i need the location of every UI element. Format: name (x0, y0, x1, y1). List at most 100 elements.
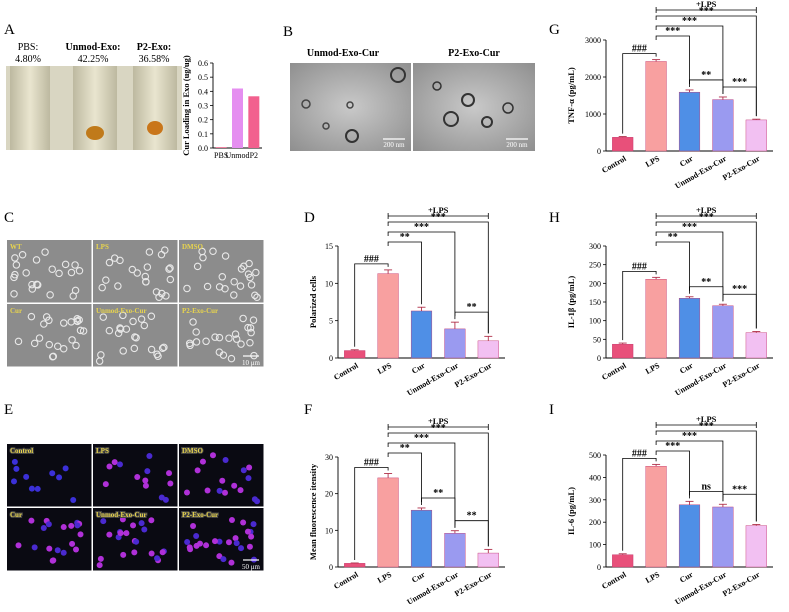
significance-label: ns (701, 481, 711, 492)
cell-mark (249, 316, 258, 324)
cell-mark (142, 482, 149, 489)
cell-mark (97, 555, 104, 562)
panel-letter-g: G (549, 22, 560, 38)
y-axis-label: Mean fluorescence itensity (308, 463, 318, 560)
tem-scale-label-p2: 200 nm (506, 141, 528, 149)
micrograph-label: DMSO (182, 243, 204, 251)
bar (444, 328, 466, 359)
cell-mark (73, 317, 82, 325)
y-tick-label: 150 (589, 298, 601, 307)
panel-b-tem: Unmod-Exo-Cur P2-Exo-Cur 200 nm 200 nm (290, 48, 535, 151)
significance-bracket (454, 520, 489, 547)
bar (377, 273, 399, 359)
bar (248, 96, 260, 148)
cell-mark (114, 282, 122, 290)
significance-label: ** (467, 511, 477, 522)
panel-c-brightfield-grid: WT LPS DMSO Cur Unmod-Exo-Cur P2-Exo-Cur 10 μm (7, 240, 264, 367)
group-label: +LPS (428, 416, 449, 426)
cell-mark (239, 314, 247, 323)
y-tick-label: 0.0 (198, 144, 208, 153)
cell-mark (59, 319, 68, 327)
cell-mark (40, 320, 48, 328)
panel-letter-f: F (304, 402, 312, 418)
x-category-label: Control (600, 361, 628, 382)
y-tick-label: 0.4 (198, 87, 208, 96)
significance-label: ### (632, 261, 647, 272)
cell-mark (45, 340, 54, 349)
bar (745, 119, 767, 152)
cell-mark (28, 517, 35, 524)
cell-mark (99, 313, 108, 321)
cell-mark (148, 550, 155, 557)
cell-mark (40, 525, 47, 532)
significance-bracket (655, 15, 757, 117)
bar (215, 147, 227, 148)
cell-mark (142, 278, 150, 286)
micrograph-tile (7, 444, 92, 507)
significance-label: *** (732, 77, 747, 88)
group-label: +LPS (428, 205, 449, 215)
x-category-label: P2-Exo-Cur (721, 570, 762, 599)
cell-mark (147, 312, 156, 320)
bar (612, 137, 634, 152)
significance-label: ** (433, 488, 443, 499)
significance-bracket (722, 293, 757, 329)
micrograph-label: WT (10, 243, 22, 251)
cell-mark (95, 357, 104, 365)
significance-bracket (655, 25, 724, 94)
significance-bracket (387, 442, 456, 528)
cell-mark (238, 545, 245, 552)
cell-mark (162, 292, 170, 300)
pellet-p2-exo (147, 121, 163, 135)
cell-mark (233, 540, 240, 547)
cell-mark (117, 530, 124, 537)
cell-mark (246, 543, 253, 550)
cell-mark (68, 336, 76, 344)
micrograph-label: Unmod-Exo-Cur (96, 307, 147, 315)
cell-mark (218, 273, 227, 281)
cell-mark (116, 461, 123, 468)
y-tick-label: 0.3 (198, 102, 208, 111)
significance-label: *** (414, 433, 429, 444)
cell-mark (202, 337, 210, 346)
cell-mark (27, 312, 36, 321)
cell-mark (48, 352, 57, 361)
x-category-label: LPS (644, 154, 662, 169)
cell-mark (46, 291, 54, 299)
x-category-label: P2-Exo-Cur (721, 154, 762, 183)
x-category-label: P2 (250, 151, 258, 160)
y-axis-label: IL-6 (pg/mL) (566, 487, 576, 535)
cell-mark (111, 459, 118, 466)
cell-mark (105, 258, 114, 267)
cell-mark (119, 311, 127, 320)
y-tick-label: 10 (325, 526, 333, 535)
cell-mark (32, 256, 41, 264)
cell-mark (61, 260, 70, 269)
cell-mark (15, 542, 22, 549)
cell-mark (59, 344, 68, 353)
cell-mark (153, 350, 161, 359)
cell-mark (246, 324, 255, 332)
significance-label: ### (632, 448, 647, 459)
cell-mark (166, 470, 173, 477)
x-category-label: LPS (376, 361, 394, 376)
significance-label: ** (668, 232, 678, 243)
cell-mark (35, 334, 44, 342)
x-category-label: Cur (678, 361, 695, 376)
y-tick-label: 15 (325, 242, 333, 251)
cell-mark (138, 520, 145, 527)
bar (232, 88, 243, 148)
panel-letter-a: A (4, 22, 15, 38)
cell-mark (75, 267, 84, 275)
cell-mark (216, 487, 223, 494)
cell-mark (96, 562, 103, 569)
cell-mark (100, 518, 107, 525)
cell-mark (167, 480, 174, 487)
cell-mark (230, 277, 238, 286)
cell-mark (116, 325, 125, 333)
tube-labels: PBS: 4.80% Unmod-Exo: 42.25% P2-Exo: 36.… (15, 42, 171, 65)
cell-mark (106, 463, 113, 470)
cell-mark (244, 323, 252, 332)
